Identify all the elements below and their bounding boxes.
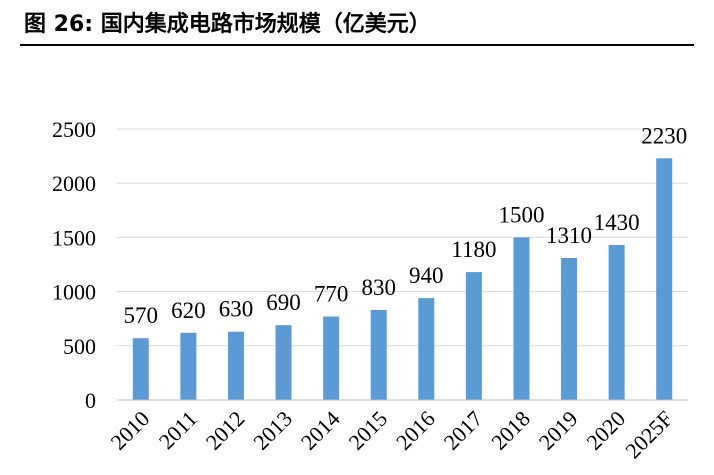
data-label: 620 <box>171 298 206 323</box>
x-tick-label: 2016 <box>391 406 440 455</box>
bar <box>656 158 673 400</box>
data-label: 1310 <box>546 223 592 248</box>
y-tick-label: 1000 <box>52 280 96 305</box>
x-tick-label: 2025F <box>620 406 677 463</box>
y-tick-labels: 0 500 1000 1500 2000 2500 <box>52 117 96 413</box>
bars <box>132 158 673 400</box>
bar <box>418 298 435 400</box>
bar <box>561 257 578 400</box>
x-tick-labels: 2010 201120122013201420152016201720182019… <box>106 406 678 463</box>
x-tick-label: 2015 <box>343 406 392 455</box>
bar <box>227 331 244 400</box>
data-label: 770 <box>314 282 349 307</box>
bar <box>180 332 197 400</box>
bar <box>513 237 530 400</box>
data-label: 2230 <box>641 123 687 148</box>
y-tick-label: 2000 <box>52 171 96 196</box>
bar <box>132 338 149 400</box>
data-label: 630 <box>219 297 254 322</box>
data-label: 1430 <box>594 210 640 235</box>
x-tick-label: 2019 <box>534 406 583 455</box>
gridlines <box>117 128 688 347</box>
bar <box>370 310 387 400</box>
x-tick-label: 2012 <box>201 406 250 455</box>
y-tick-label: 1500 <box>52 225 96 250</box>
y-tick-label: 500 <box>63 334 96 359</box>
x-tick-label: 2011 <box>154 406 202 454</box>
title-rule <box>20 44 694 46</box>
x-tick-label: 2017 <box>439 406 488 455</box>
y-tick-label: 2500 <box>52 117 96 142</box>
data-label: 1500 <box>498 202 544 227</box>
data-label: 1180 <box>451 237 496 262</box>
bar <box>465 272 482 400</box>
data-label: 690 <box>266 290 301 315</box>
bar <box>275 325 292 400</box>
data-label: 830 <box>361 275 396 300</box>
data-label: 570 <box>124 303 159 328</box>
x-tick-label: 2013 <box>248 406 297 455</box>
data-label: 940 <box>409 263 444 288</box>
figure-title: 图 26: 国内集成电路市场规模（亿美元） <box>24 12 431 37</box>
y-tick-label: 0 <box>85 388 96 413</box>
x-tick-label: 2018 <box>486 406 535 455</box>
bar <box>608 244 625 400</box>
x-tick-label: 2014 <box>296 406 345 455</box>
bar <box>323 316 340 400</box>
x-tick-label: 2010 <box>106 406 155 455</box>
